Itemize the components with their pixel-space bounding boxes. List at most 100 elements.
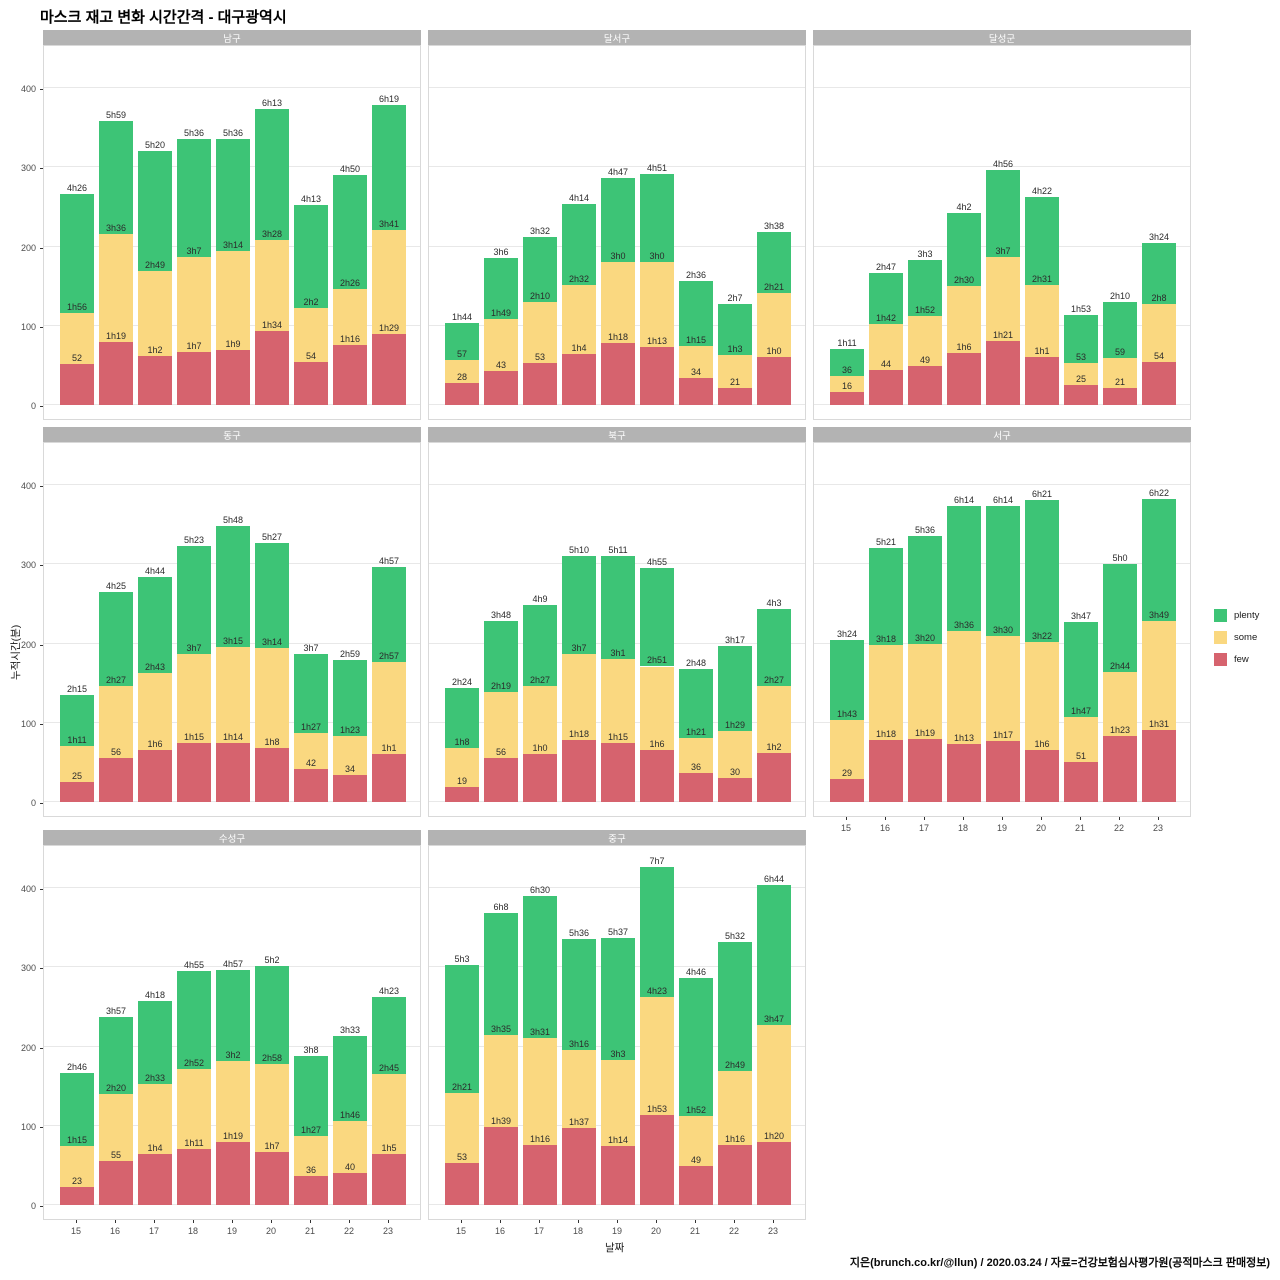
bar-label-some: 1h27 xyxy=(300,1125,322,1136)
bar-label-plenty: 4h14 xyxy=(568,192,590,203)
x-tick-mark xyxy=(1002,817,1003,820)
bar-label-some: 1h52 xyxy=(914,305,936,316)
bar-label-some: 2h45 xyxy=(378,1063,400,1074)
x-tick-label: 18 xyxy=(572,1226,583,1236)
bar-label-plenty: 5h48 xyxy=(222,515,244,526)
bar-segment-few xyxy=(372,1153,406,1205)
bar-segment-some xyxy=(601,262,635,344)
y-tick-mark xyxy=(40,968,43,970)
bar-segment-plenty xyxy=(294,1056,328,1137)
bar-segment-some xyxy=(294,308,328,363)
bar-segment-few xyxy=(601,742,635,802)
bar-label-few: 34 xyxy=(690,367,701,378)
x-tick-label: 20 xyxy=(265,1226,276,1236)
legend-item-some: some xyxy=(1214,626,1259,648)
bar-label-plenty: 5h21 xyxy=(875,536,897,547)
y-tick-label: 300 xyxy=(20,963,36,974)
bar-label-plenty: 3h3 xyxy=(917,248,933,259)
bar-segment-few xyxy=(216,743,250,802)
bar-label-some: 1h21 xyxy=(685,726,707,737)
bar-label-few: 1h17 xyxy=(992,729,1014,740)
bar-label-plenty: 4h2 xyxy=(956,202,972,213)
x-tick-label: 20 xyxy=(650,1226,661,1236)
bar-label-few: 1h39 xyxy=(490,1115,512,1126)
bar-label-plenty: 2h47 xyxy=(875,261,897,272)
legend-item-plenty: plenty xyxy=(1214,604,1259,626)
bar-label-plenty: 5h36 xyxy=(183,127,205,138)
bar-segment-plenty xyxy=(523,237,557,302)
bar-label-plenty: 6h14 xyxy=(992,494,1014,505)
bar-label-some: 1h52 xyxy=(685,1105,707,1116)
bar-segment-few xyxy=(216,350,250,405)
bar-label-plenty: 3h17 xyxy=(724,634,746,645)
bar-segment-some xyxy=(908,643,942,740)
bar-segment-few xyxy=(60,782,94,802)
bar-label-plenty: 5h20 xyxy=(144,140,166,151)
bar-label-some: 1h3 xyxy=(727,344,743,355)
bar-segment-some xyxy=(523,301,557,363)
bar-segment-plenty xyxy=(601,177,635,263)
bar-segment-few xyxy=(718,1144,752,1205)
bar-label-few: 1h0 xyxy=(766,346,782,357)
x-tick-mark xyxy=(154,1220,155,1223)
facet-strip: 서구 xyxy=(813,427,1191,442)
bar-segment-some xyxy=(1142,620,1176,730)
bar-segment-plenty xyxy=(830,348,864,377)
bar-segment-few xyxy=(294,1176,328,1205)
x-tick-label: 23 xyxy=(1152,823,1163,833)
bar-segment-some xyxy=(679,737,713,774)
bar-segment-few xyxy=(60,363,94,405)
bar-label-plenty: 2h15 xyxy=(66,684,88,695)
bar-segment-few xyxy=(1025,749,1059,802)
gridline xyxy=(44,484,420,485)
bar-segment-plenty xyxy=(177,546,211,654)
bar-label-some: 3h7 xyxy=(186,642,202,653)
bar-segment-few xyxy=(1064,761,1098,802)
x-tick-mark xyxy=(578,1220,579,1223)
bar-label-some: 1h27 xyxy=(300,722,322,733)
x-tick-mark xyxy=(695,1220,696,1223)
bar-label-plenty: 3h8 xyxy=(303,1045,319,1056)
bar-label-some: 3h18 xyxy=(875,634,897,645)
bar-segment-some xyxy=(601,1059,635,1147)
bar-segment-plenty xyxy=(138,151,172,272)
bar-segment-some xyxy=(372,1074,406,1154)
bar-segment-some xyxy=(986,635,1020,741)
bar-label-few: 44 xyxy=(880,359,891,370)
bar-label-few: 1h13 xyxy=(646,336,668,347)
y-tick-label: 0 xyxy=(30,401,36,411)
bar-segment-plenty xyxy=(986,170,1020,257)
bar-label-plenty: 4h23 xyxy=(378,985,400,996)
bar-segment-some xyxy=(679,1116,713,1167)
bar-label-plenty: 4h9 xyxy=(532,593,548,604)
bar-label-plenty: 2h48 xyxy=(685,657,707,668)
bar-label-some: 3h14 xyxy=(261,637,283,648)
bar-segment-plenty xyxy=(60,695,94,746)
bar-label-few: 36 xyxy=(690,762,701,773)
bar-segment-few xyxy=(99,1161,133,1205)
bar-segment-some xyxy=(757,685,791,753)
bar-label-some: 1h29 xyxy=(724,720,746,731)
bar-segment-some xyxy=(1142,303,1176,363)
bar-segment-few xyxy=(523,754,557,802)
bar-label-some: 3h0 xyxy=(610,251,626,262)
bar-segment-some xyxy=(177,256,211,352)
facet-panel: 16 36 1h11 44 1h42 2h47 49 1h52 3h3 1h6 2h30 4h2 1h2… xyxy=(813,45,1191,420)
x-tick-label: 19 xyxy=(996,823,1007,833)
bar-segment-few xyxy=(523,1144,557,1205)
bar-label-few: 55 xyxy=(110,1150,121,1161)
bar-segment-few xyxy=(718,778,752,802)
bar-segment-few xyxy=(830,779,864,802)
bar-segment-plenty xyxy=(333,175,367,290)
x-tick-label: 19 xyxy=(226,1226,237,1236)
bar-segment-some xyxy=(216,647,250,744)
legend-label-few: few xyxy=(1234,653,1249,665)
bar-segment-few xyxy=(294,768,328,802)
bar-segment-plenty xyxy=(372,104,406,230)
bar-label-few: 19 xyxy=(456,775,467,786)
bar-label-plenty: 5h36 xyxy=(568,927,590,938)
bar-segment-plenty xyxy=(640,568,674,667)
bar-label-plenty: 5h59 xyxy=(105,109,127,120)
bar-label-plenty: 5h23 xyxy=(183,535,205,546)
bar-segment-some xyxy=(255,648,289,749)
